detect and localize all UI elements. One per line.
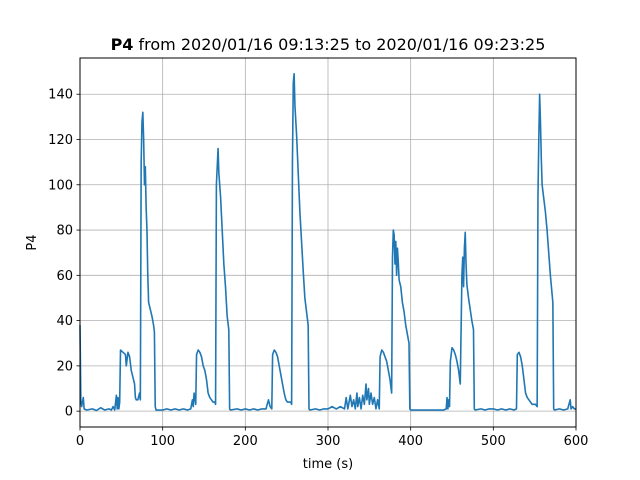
series-line-1 <box>79 73 576 412</box>
chart-title-rest: from 2020/01/16 09:13:25 to 2020/01/16 0… <box>133 35 545 54</box>
x-tick-label: 0 <box>76 434 84 449</box>
y-tick-label: 100 <box>48 178 73 193</box>
x-tick-label: 400 <box>398 434 423 449</box>
y-tick-label: 140 <box>48 88 73 103</box>
x-tick-label: 500 <box>481 434 506 449</box>
y-tick-label: 20 <box>56 359 73 374</box>
y-tick-label: 60 <box>56 269 73 284</box>
y-axis-label: P4 <box>25 234 40 250</box>
tick-layer: 0 100 200 300 400 500 600 0 20 40 60 80 100 120 140 <box>48 88 588 449</box>
chart-title: P4 from 2020/01/16 09:13:25 to 2020/01/1… <box>111 35 546 54</box>
x-tick-label: 100 <box>150 434 175 449</box>
x-tick-label: 200 <box>233 434 258 449</box>
y-tick-label: 0 <box>65 405 73 420</box>
x-axis-label: time (s) <box>303 457 353 472</box>
chart-title-bold: P4 <box>111 35 134 54</box>
y-tick-label: 80 <box>56 224 73 239</box>
plot-layer <box>79 73 576 412</box>
y-tick-label: 120 <box>48 133 73 148</box>
grid-layer <box>79 58 577 427</box>
y-tick-label: 40 <box>56 314 73 329</box>
x-tick-label: 300 <box>316 434 341 449</box>
x-tick-label: 600 <box>564 434 589 449</box>
